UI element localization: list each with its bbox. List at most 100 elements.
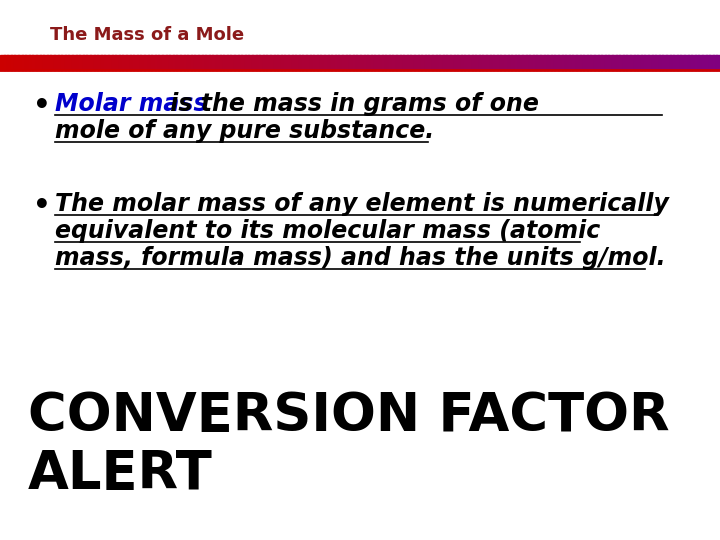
Text: The Mass of a Mole: The Mass of a Mole: [50, 26, 244, 44]
Bar: [655, 55, 660, 70]
Bar: [425, 55, 429, 70]
Bar: [140, 55, 145, 70]
Bar: [270, 55, 274, 70]
Bar: [227, 55, 231, 70]
Bar: [97, 55, 102, 70]
Bar: [511, 55, 516, 70]
Bar: [598, 55, 602, 70]
Bar: [76, 55, 80, 70]
Bar: [576, 55, 580, 70]
Bar: [634, 55, 638, 70]
Bar: [637, 55, 642, 70]
Bar: [454, 55, 458, 70]
Bar: [50, 55, 55, 70]
Bar: [194, 55, 199, 70]
Bar: [292, 55, 296, 70]
Bar: [32, 55, 37, 70]
Bar: [536, 55, 541, 70]
Bar: [533, 55, 537, 70]
Bar: [126, 55, 130, 70]
Bar: [490, 55, 494, 70]
Bar: [673, 55, 678, 70]
Bar: [482, 55, 487, 70]
Bar: [698, 55, 703, 70]
Bar: [529, 55, 534, 70]
Bar: [475, 55, 480, 70]
Bar: [457, 55, 462, 70]
Bar: [508, 55, 512, 70]
Bar: [25, 55, 30, 70]
Bar: [144, 55, 148, 70]
Bar: [346, 55, 350, 70]
Text: Molar mass: Molar mass: [55, 92, 207, 116]
Bar: [241, 55, 246, 70]
Bar: [540, 55, 544, 70]
Bar: [562, 55, 566, 70]
Bar: [443, 55, 447, 70]
Bar: [644, 55, 649, 70]
Bar: [421, 55, 426, 70]
Bar: [479, 55, 483, 70]
Bar: [400, 55, 404, 70]
Bar: [191, 55, 195, 70]
Bar: [158, 55, 163, 70]
Bar: [497, 55, 501, 70]
Bar: [162, 55, 166, 70]
Bar: [281, 55, 285, 70]
Bar: [184, 55, 188, 70]
Bar: [133, 55, 138, 70]
Bar: [374, 55, 379, 70]
Text: ALERT: ALERT: [28, 448, 212, 500]
Bar: [223, 55, 228, 70]
Bar: [367, 55, 372, 70]
Bar: [565, 55, 570, 70]
Text: •: •: [33, 192, 50, 220]
Bar: [695, 55, 699, 70]
Bar: [446, 55, 451, 70]
Bar: [619, 55, 624, 70]
Bar: [601, 55, 606, 70]
Bar: [54, 55, 58, 70]
Bar: [418, 55, 422, 70]
Bar: [40, 55, 44, 70]
Bar: [90, 55, 94, 70]
Bar: [439, 55, 444, 70]
Bar: [230, 55, 235, 70]
Bar: [558, 55, 562, 70]
Bar: [299, 55, 303, 70]
Bar: [590, 55, 595, 70]
Bar: [526, 55, 530, 70]
Bar: [259, 55, 264, 70]
Bar: [659, 55, 663, 70]
Bar: [7, 55, 12, 70]
Bar: [137, 55, 141, 70]
Bar: [148, 55, 152, 70]
Bar: [115, 55, 120, 70]
Bar: [385, 55, 390, 70]
Bar: [515, 55, 519, 70]
Bar: [522, 55, 526, 70]
Bar: [608, 55, 613, 70]
Bar: [461, 55, 465, 70]
Text: mole of any pure substance.: mole of any pure substance.: [55, 119, 434, 143]
Bar: [274, 55, 278, 70]
Bar: [572, 55, 577, 70]
Bar: [612, 55, 616, 70]
Bar: [623, 55, 627, 70]
Bar: [263, 55, 267, 70]
Bar: [356, 55, 361, 70]
Bar: [702, 55, 706, 70]
Bar: [245, 55, 249, 70]
Bar: [414, 55, 418, 70]
Bar: [626, 55, 631, 70]
Bar: [72, 55, 76, 70]
Bar: [662, 55, 667, 70]
Bar: [68, 55, 73, 70]
Text: equivalent to its molecular mass (atomic: equivalent to its molecular mass (atomic: [55, 219, 600, 243]
Bar: [670, 55, 674, 70]
Bar: [580, 55, 584, 70]
Text: CONVERSION FACTOR: CONVERSION FACTOR: [28, 390, 670, 442]
Bar: [472, 55, 476, 70]
Bar: [4, 55, 8, 70]
Bar: [101, 55, 105, 70]
